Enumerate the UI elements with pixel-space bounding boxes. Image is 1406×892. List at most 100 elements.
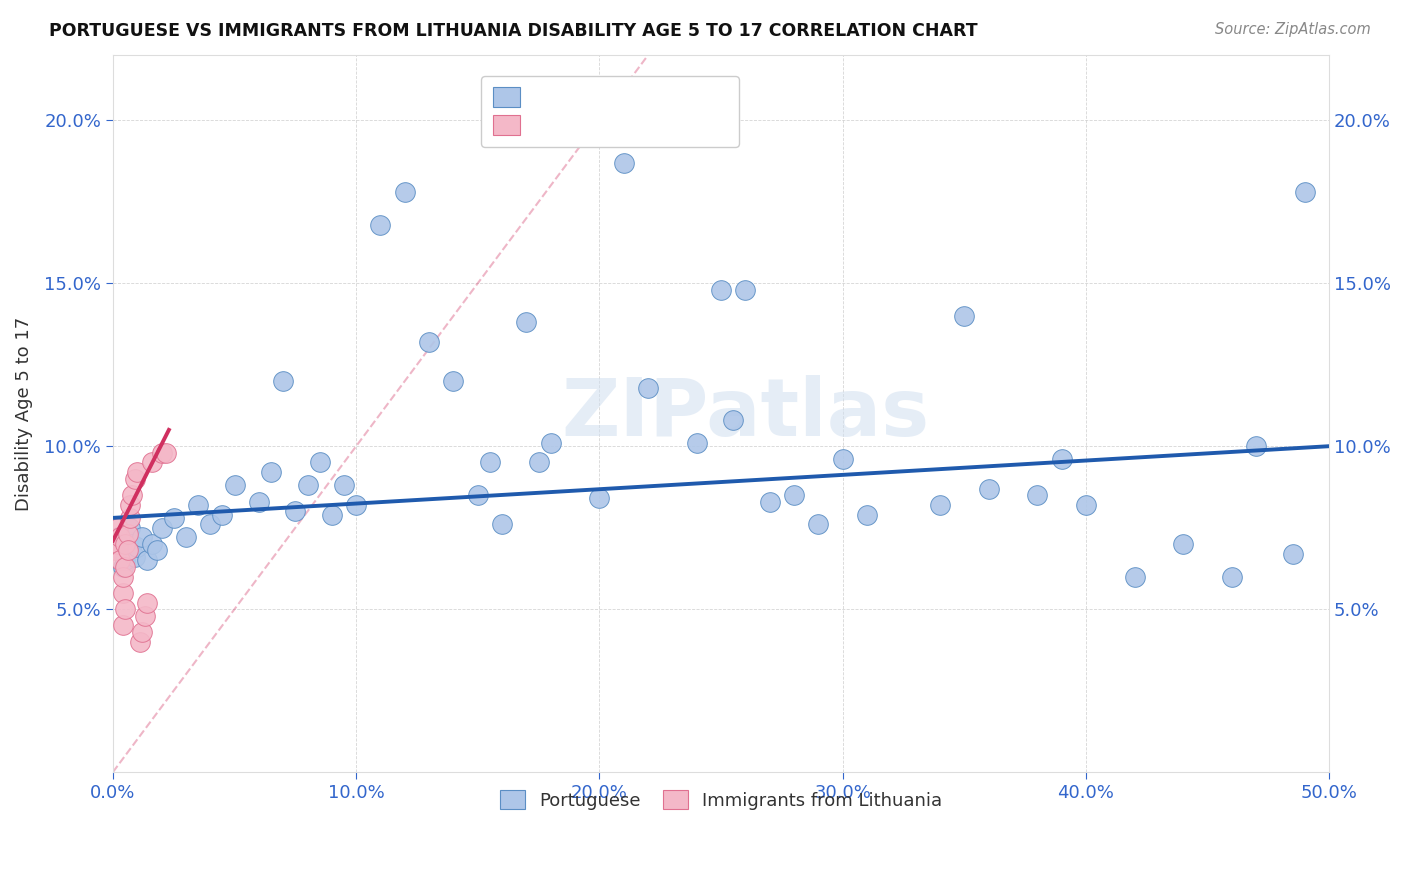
Point: [527, 455, 550, 469]
Point: [110, 543, 132, 558]
Point: [1173, 537, 1195, 551]
Point: [174, 531, 197, 545]
Text: 0.540: 0.540: [572, 113, 628, 132]
Point: [131, 531, 153, 545]
Point: [200, 517, 222, 532]
Point: [114, 553, 136, 567]
Point: [333, 478, 356, 492]
Point: [686, 436, 709, 450]
Point: [110, 531, 132, 545]
Point: [117, 533, 139, 548]
Point: [1026, 488, 1049, 502]
Point: [710, 283, 733, 297]
Point: [211, 508, 233, 522]
Point: [807, 517, 830, 532]
Point: [637, 380, 659, 394]
Point: [111, 559, 134, 574]
Point: [1294, 185, 1316, 199]
Point: [247, 494, 270, 508]
Point: [107, 537, 129, 551]
Point: [734, 283, 756, 297]
Point: [977, 482, 1000, 496]
Point: [124, 472, 146, 486]
Point: [136, 596, 159, 610]
Point: [127, 540, 149, 554]
Point: [491, 517, 513, 532]
Y-axis label: Disability Age 5 to 17: Disability Age 5 to 17: [15, 317, 32, 511]
Point: [344, 498, 367, 512]
Point: [114, 537, 136, 551]
Point: [1220, 569, 1243, 583]
Legend: Portuguese, Immigrants from Lithuania: Portuguese, Immigrants from Lithuania: [492, 783, 949, 817]
Point: [141, 455, 163, 469]
Text: N =: N =: [609, 83, 672, 102]
Text: 63: 63: [652, 83, 678, 102]
Point: [321, 508, 343, 522]
Text: 0.217: 0.217: [572, 83, 628, 102]
Point: [107, 531, 129, 545]
Point: [155, 446, 177, 460]
Point: [297, 478, 319, 492]
Point: [1281, 547, 1303, 561]
Point: [118, 511, 141, 525]
Point: [111, 569, 134, 583]
Point: [145, 543, 167, 558]
Point: [118, 498, 141, 512]
Point: [783, 488, 806, 502]
Point: [1074, 498, 1097, 512]
Text: PORTUGUESE VS IMMIGRANTS FROM LITHUANIA DISABILITY AGE 5 TO 17 CORRELATION CHART: PORTUGUESE VS IMMIGRANTS FROM LITHUANIA …: [49, 22, 977, 40]
Point: [394, 185, 416, 199]
Text: Source: ZipAtlas.com: Source: ZipAtlas.com: [1215, 22, 1371, 37]
Point: [224, 478, 246, 492]
Point: [117, 527, 139, 541]
Point: [111, 618, 134, 632]
Point: [271, 374, 294, 388]
Point: [150, 446, 173, 460]
Point: [110, 553, 132, 567]
Point: [131, 624, 153, 639]
Text: 25: 25: [652, 113, 678, 132]
Point: [107, 521, 129, 535]
Point: [111, 586, 134, 600]
Point: [370, 218, 392, 232]
Point: [1050, 452, 1073, 467]
Point: [1244, 439, 1267, 453]
Point: [136, 553, 159, 567]
Point: [856, 508, 879, 522]
Point: [104, 543, 127, 558]
Point: [117, 543, 139, 558]
Point: [443, 374, 465, 388]
Text: N =: N =: [609, 113, 672, 132]
Point: [134, 608, 156, 623]
Point: [150, 521, 173, 535]
Text: R =: R =: [524, 113, 567, 132]
Point: [141, 537, 163, 551]
Point: [467, 488, 489, 502]
Point: [953, 309, 976, 323]
Point: [478, 455, 501, 469]
Point: [308, 455, 330, 469]
Point: [540, 436, 562, 450]
Point: [121, 537, 143, 551]
Point: [613, 155, 636, 169]
Point: [1123, 569, 1146, 583]
Point: [128, 634, 150, 648]
Point: [284, 504, 307, 518]
Point: [163, 511, 186, 525]
Point: [118, 521, 141, 535]
Point: [721, 413, 744, 427]
Point: [515, 315, 537, 329]
Point: [758, 494, 780, 508]
Point: [187, 498, 209, 512]
Point: [114, 602, 136, 616]
Point: [831, 452, 853, 467]
Text: R =: R =: [524, 83, 567, 102]
Point: [127, 465, 149, 479]
Point: [114, 559, 136, 574]
Point: [260, 465, 283, 479]
Point: [418, 334, 440, 349]
Point: [929, 498, 952, 512]
Point: [588, 491, 610, 506]
Point: [124, 549, 146, 564]
Point: [121, 488, 143, 502]
